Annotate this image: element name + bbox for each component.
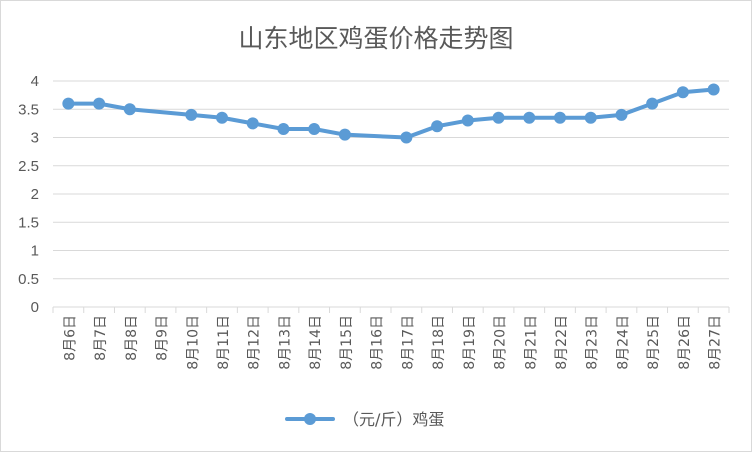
y-tick-label: 3 xyxy=(31,130,39,147)
x-tick-label: 8月12日 xyxy=(247,315,263,370)
x-tick-label: 8月22日 xyxy=(554,315,570,370)
x-axis-ticks: 8月6日 8月7日 8月8日 8月9日 8月10日 8月11日 8月12日 8月13日 8月14… xyxy=(62,315,723,370)
y-axis-ticks: 0 0.5 1 1.5 2 2.5 3 3.5 4 xyxy=(18,73,39,316)
data-point xyxy=(185,108,198,121)
y-tick-label: 4 xyxy=(31,73,39,90)
series-layer xyxy=(62,83,720,144)
x-tick-label: 8月21日 xyxy=(523,315,539,370)
y-tick-label: 0 xyxy=(31,299,39,316)
x-tick-label: 8月27日 xyxy=(708,315,724,370)
x-tick-label: 8月15日 xyxy=(339,315,355,370)
data-point xyxy=(615,108,628,121)
y-tick-label: 2 xyxy=(31,186,39,203)
data-point xyxy=(123,103,136,116)
y-tick-label: 2.5 xyxy=(18,158,39,175)
data-point xyxy=(62,97,75,110)
data-point xyxy=(554,111,566,124)
y-tick-label: 1.5 xyxy=(18,214,39,231)
x-tick-label: 8月23日 xyxy=(585,315,601,370)
x-tick-label: 8月9日 xyxy=(155,315,171,361)
data-point xyxy=(431,120,444,133)
data-point xyxy=(461,114,474,127)
data-point xyxy=(584,111,597,124)
data-point xyxy=(676,86,689,99)
y-tick-label: 1 xyxy=(31,243,39,260)
data-point xyxy=(308,123,321,136)
data-point xyxy=(93,97,106,110)
data-point xyxy=(216,111,228,124)
x-tick-label: 8月18日 xyxy=(431,315,447,370)
data-point xyxy=(492,111,505,124)
x-tick-label: 8月8日 xyxy=(124,315,140,361)
axes xyxy=(52,306,730,313)
x-tick-label: 8月19日 xyxy=(462,315,478,370)
x-tick-label: 8月14日 xyxy=(308,315,324,370)
data-point xyxy=(646,97,659,110)
x-tick-label: 8月17日 xyxy=(400,315,416,370)
data-point xyxy=(707,83,720,96)
legend: （元/斤）鸡蛋 xyxy=(285,410,444,429)
data-point xyxy=(246,117,259,130)
x-tick-label: 8月16日 xyxy=(370,315,386,370)
x-tick-label: 8月11日 xyxy=(216,315,232,370)
x-tick-label: 8月7日 xyxy=(93,315,109,361)
chart-title: 山东地区鸡蛋价格走势图 xyxy=(238,24,513,53)
y-tick-label: 3.5 xyxy=(18,101,39,118)
data-point xyxy=(277,123,290,136)
legend-label: （元/斤）鸡蛋 xyxy=(343,410,444,429)
data-point xyxy=(338,128,351,141)
legend-dot-marker xyxy=(304,413,316,425)
data-point xyxy=(523,111,536,124)
x-tick-label: 8月26日 xyxy=(677,315,693,370)
y-tick-label: 0.5 xyxy=(18,271,39,288)
x-tick-label: 8月13日 xyxy=(277,315,293,370)
x-tick-label: 8月6日 xyxy=(62,315,78,361)
x-tick-label: 8月25日 xyxy=(646,315,662,370)
x-tick-label: 8月10日 xyxy=(185,315,201,370)
x-tick-label: 8月24日 xyxy=(615,315,631,370)
x-tick-label: 8月20日 xyxy=(493,315,509,370)
data-point xyxy=(400,131,413,144)
